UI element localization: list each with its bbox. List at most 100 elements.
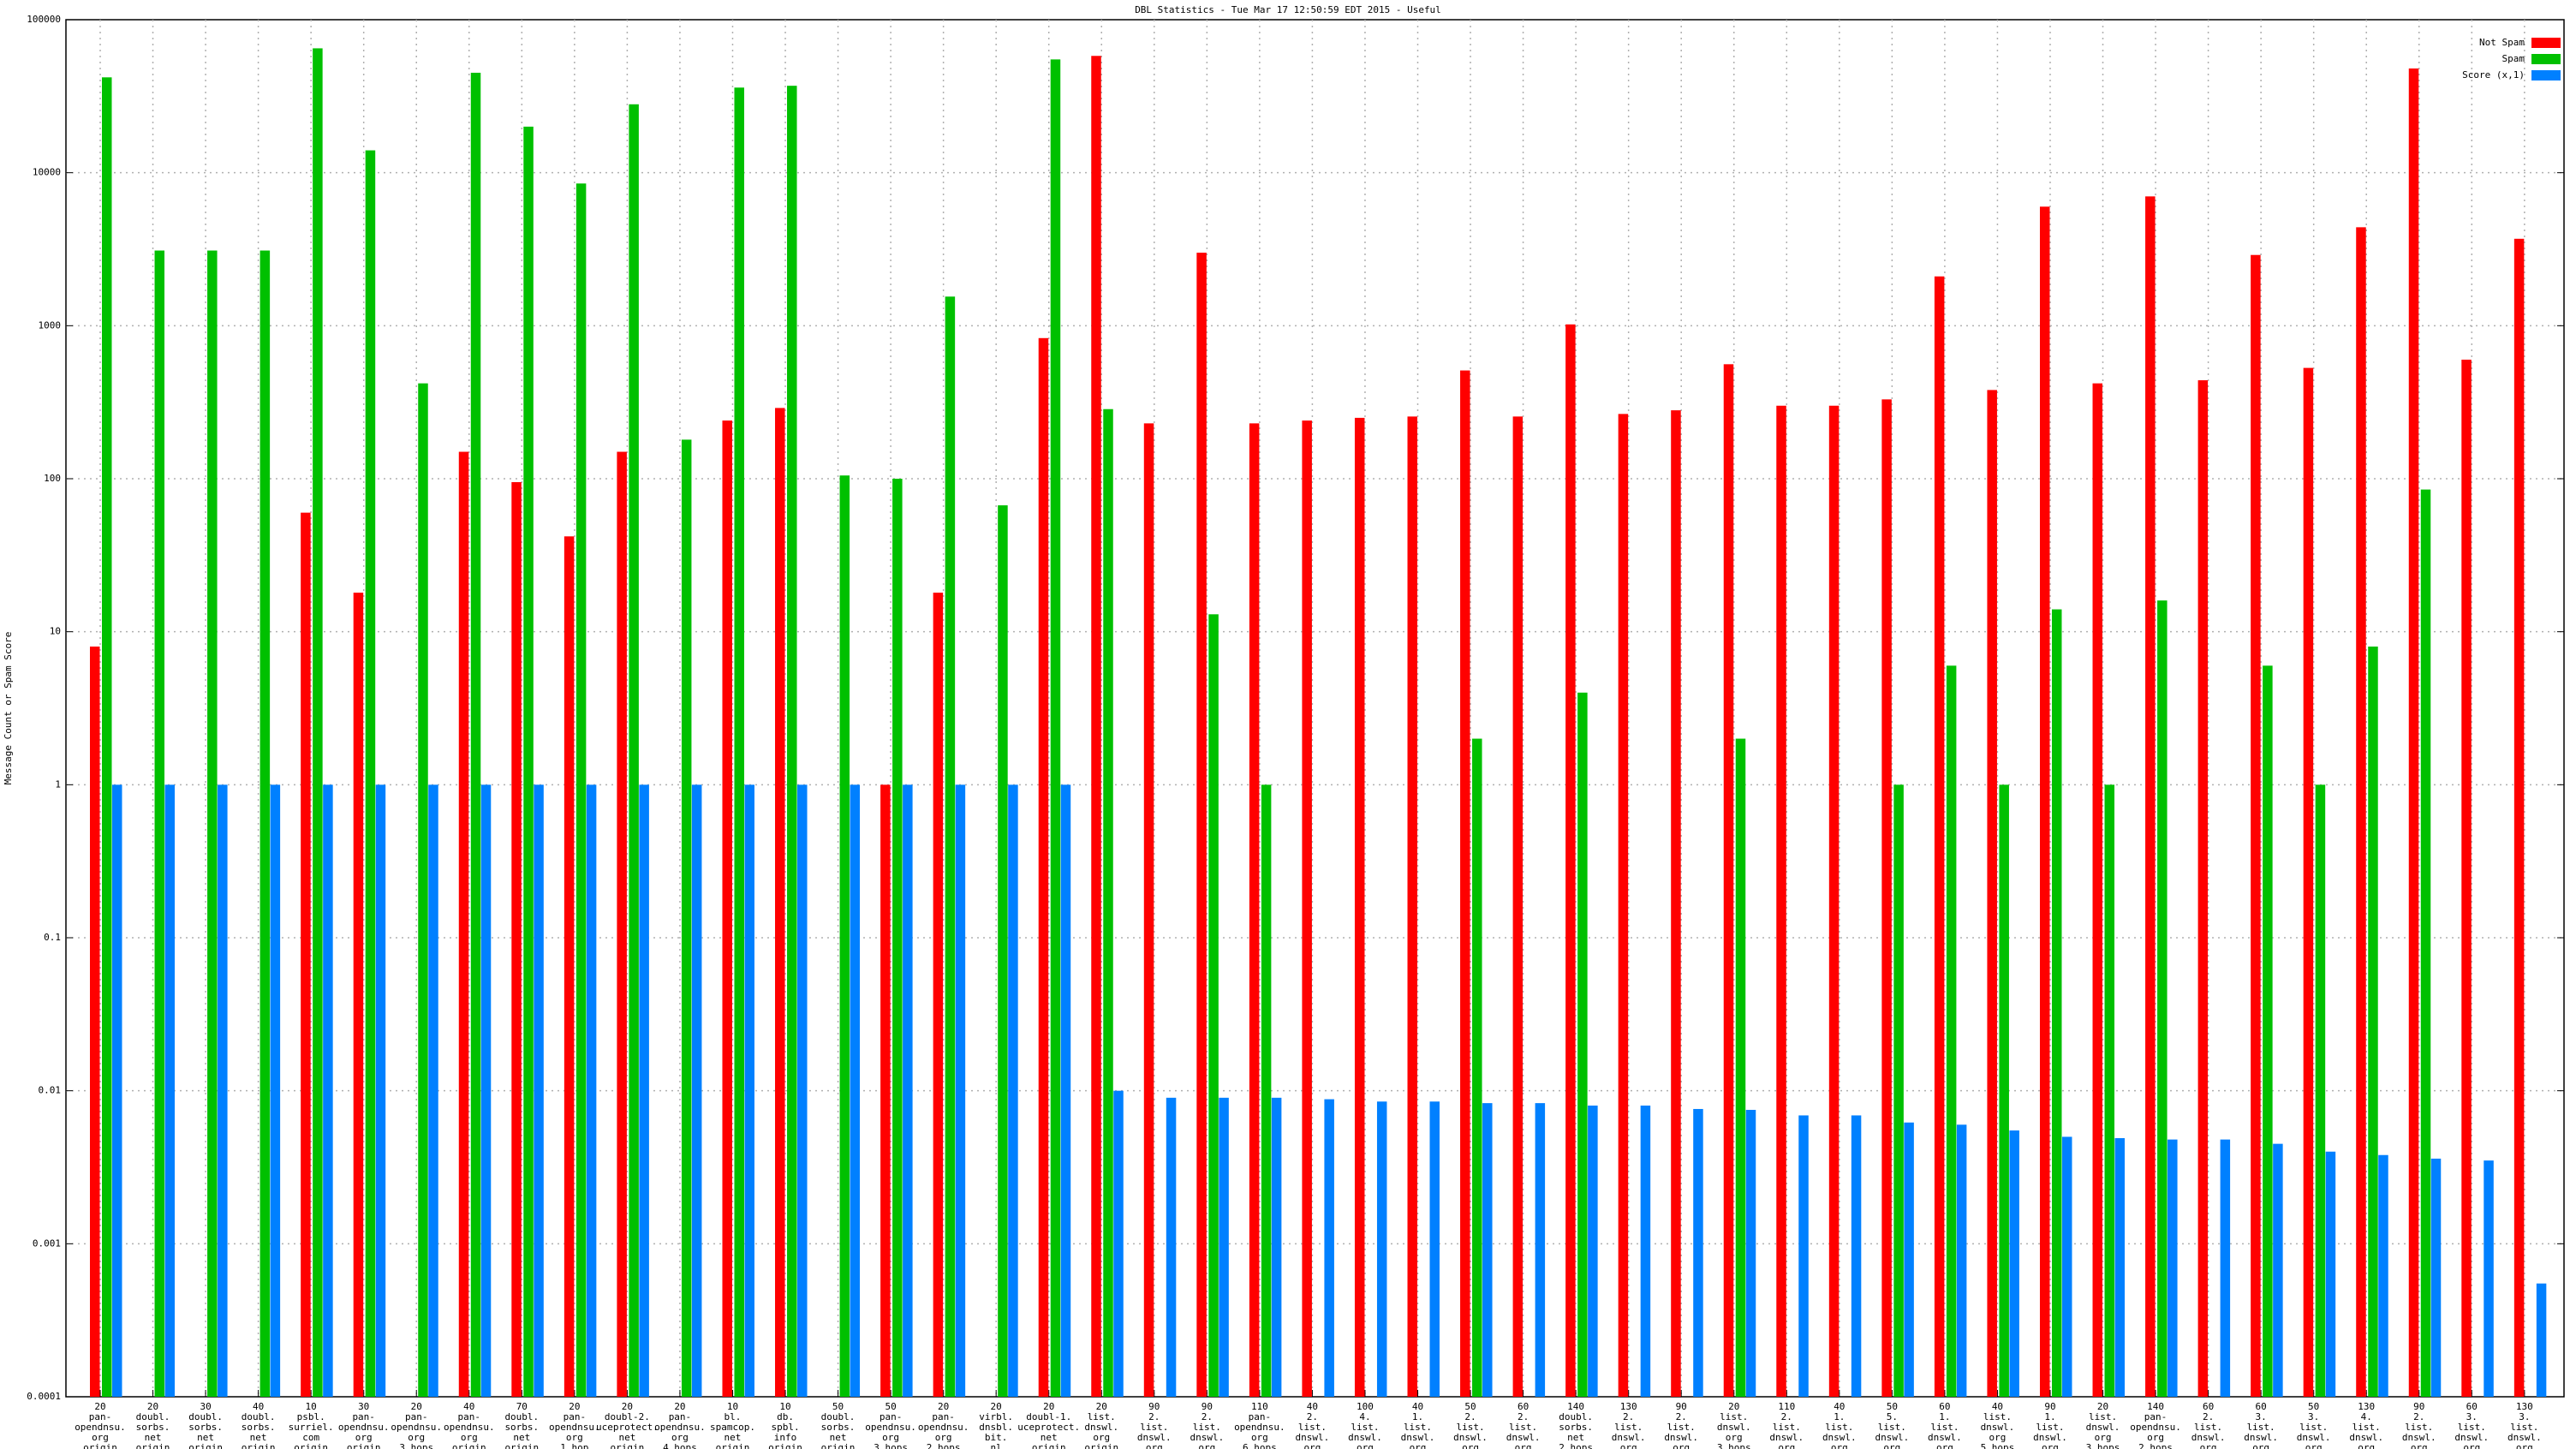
x-tick-label: list.: [1614, 1422, 1643, 1433]
x-tick-label: net: [1567, 1432, 1584, 1443]
bar: [1208, 614, 1219, 1397]
x-tick-label: nl: [991, 1442, 1002, 1449]
bar: [1588, 1105, 1598, 1397]
x-tick-label: dnswl.: [2454, 1432, 2489, 1443]
bar: [1050, 59, 1061, 1397]
x-tick-label: 20: [94, 1401, 105, 1412]
x-tick-label: pan-: [89, 1411, 112, 1422]
bar: [1219, 1097, 1229, 1397]
x-tick-label: org: [2411, 1442, 2428, 1449]
x-tick-label: org: [2252, 1442, 2269, 1449]
bar: [892, 479, 903, 1397]
x-tick-label: doubl.: [821, 1411, 856, 1422]
x-tick-label: org: [1673, 1442, 1690, 1449]
bar: [1828, 405, 1840, 1397]
bar: [1143, 423, 1154, 1397]
bar: [998, 505, 1008, 1397]
bar: [1166, 1097, 1177, 1397]
bar: [1904, 1122, 1914, 1397]
x-tick-label: doubl.: [136, 1411, 170, 1422]
bar: [259, 250, 271, 1398]
x-tick-label: 90: [2413, 1401, 2424, 1412]
x-tick-label: 3 hops: [2086, 1442, 2120, 1449]
x-tick-label: 1 hop: [560, 1442, 588, 1449]
bar: [722, 420, 732, 1397]
bar: [691, 784, 702, 1397]
x-tick-label: org: [2147, 1432, 2164, 1443]
x-tick-label: 50: [885, 1401, 896, 1412]
x-tick-label: org: [1462, 1442, 1479, 1449]
x-tick-label: 1.: [1834, 1411, 1845, 1422]
bar: [1798, 1115, 1809, 1397]
bar: [617, 451, 627, 1398]
bar: [2408, 68, 2419, 1398]
bar: [2039, 206, 2050, 1397]
bar: [301, 512, 311, 1397]
x-tick-label: list.: [1930, 1422, 1959, 1433]
x-tick-label: pan-: [405, 1411, 428, 1422]
bar: [1640, 1105, 1651, 1397]
x-tick-label: sorbs.: [1559, 1422, 1593, 1433]
x-tick-label: list.: [2510, 1422, 2538, 1433]
x-tick-label: 3.: [2466, 1411, 2478, 1422]
bar: [470, 72, 481, 1398]
x-tick-label: 6 hops: [1243, 1442, 1277, 1449]
x-tick-label: list.: [2194, 1422, 2222, 1433]
x-tick-label: origin: [768, 1442, 802, 1449]
bar: [734, 87, 744, 1398]
bar: [2061, 1136, 2072, 1397]
x-tick-label: 2.: [1307, 1411, 1318, 1422]
chart-title: DBL Statistics - Tue Mar 17 12:50:59 EDT…: [1135, 4, 1441, 15]
x-tick-label: list.: [1983, 1411, 2012, 1422]
x-tick-label: 60: [1939, 1401, 1950, 1412]
bar: [534, 784, 544, 1397]
x-tick-label: org: [2042, 1442, 2059, 1449]
bar: [586, 784, 597, 1397]
x-tick-label: opendnsu.: [444, 1422, 495, 1433]
x-tick-label: 30: [358, 1401, 369, 1412]
x-tick-label: list.: [1878, 1422, 1906, 1433]
x-tick-label: org: [461, 1432, 478, 1443]
x-tick-label: uceprotect.: [1017, 1422, 1080, 1433]
bar: [2430, 1158, 2442, 1397]
bar: [1460, 370, 1470, 1397]
x-tick-label: org: [1989, 1432, 2007, 1443]
x-tick-label: dnswl.: [2191, 1432, 2226, 1443]
bar: [218, 784, 228, 1397]
bar: [375, 784, 386, 1397]
x-tick-label: psbl.: [297, 1411, 325, 1422]
x-tick-label: org: [935, 1432, 952, 1443]
bar: [1429, 1101, 1440, 1397]
x-tick-label: list.: [2036, 1422, 2064, 1433]
bar: [523, 126, 534, 1397]
x-tick-label: 100: [1357, 1401, 1374, 1412]
bar: [1302, 420, 1312, 1397]
x-tick-label: org: [1778, 1442, 1795, 1449]
x-tick-label: list.: [1298, 1422, 1327, 1433]
x-tick-label: sorbs.: [821, 1422, 856, 1433]
x-tick-label: 10: [306, 1401, 317, 1412]
bar: [270, 784, 281, 1397]
x-tick-label: sorbs.: [242, 1422, 276, 1433]
x-tick-label: net: [513, 1432, 530, 1443]
x-tick-label: origin: [188, 1442, 223, 1449]
bar: [2368, 646, 2378, 1397]
x-tick-label: 4.: [2361, 1411, 2372, 1422]
x-tick-label: org: [355, 1432, 373, 1443]
bar: [1091, 56, 1101, 1397]
bar: [2325, 1151, 2336, 1397]
x-tick-label: list.: [1667, 1422, 1696, 1433]
x-tick-label: doubl-2.: [605, 1411, 650, 1422]
y-tick-label: 0.001: [33, 1237, 61, 1249]
bar: [1261, 784, 1272, 1397]
bar: [1934, 276, 1945, 1398]
x-tick-label: org: [1883, 1442, 1900, 1449]
x-tick-label: 60: [2203, 1401, 2214, 1412]
y-axis-label: Message Count or Spam Score: [3, 632, 14, 785]
x-tick-label: dnswl.: [1769, 1432, 1804, 1443]
x-tick-label: pan-: [2144, 1411, 2168, 1422]
x-tick-label: 5.: [1887, 1411, 1898, 1422]
x-tick-label: virbl.: [979, 1411, 1013, 1422]
x-tick-label: pan-: [880, 1411, 903, 1422]
bar: [2273, 1143, 2283, 1397]
